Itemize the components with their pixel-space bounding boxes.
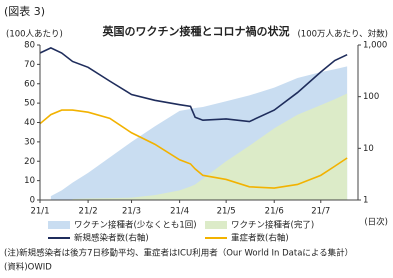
- y-tick-label: 60: [24, 79, 35, 89]
- source: (資料)OWID: [4, 262, 52, 273]
- y-tick-label: 0: [30, 196, 35, 206]
- y-tick-label: 50: [24, 99, 35, 109]
- legend-swatch: [205, 221, 227, 229]
- x-unit: (日次): [364, 217, 388, 228]
- x-tick-label: 21/2: [79, 207, 98, 217]
- figure-label: (図表 3): [4, 4, 45, 18]
- area: [72, 93, 348, 200]
- y-tick-label: 30: [24, 137, 35, 147]
- legend-label: ワクチン接種者(完了): [231, 220, 314, 231]
- line: [39, 46, 348, 123]
- y2-tick-label: 1: [363, 196, 368, 206]
- legend-label: 重症者数(右軸): [231, 233, 289, 244]
- x-tick-label: 21/4: [170, 207, 189, 217]
- x-tick-label: 21/7: [311, 207, 330, 217]
- x-tick-label: 21/1: [30, 207, 49, 217]
- y2-axis-label: (100万人あたり、対数): [297, 29, 388, 40]
- y-tick-label: 80: [24, 41, 35, 51]
- y-tick-label: 70: [24, 60, 35, 70]
- y2-tick-label: 10: [363, 144, 374, 154]
- y-tick-label: 10: [24, 176, 35, 186]
- legend-label: 新規感染者数(右軸): [74, 233, 149, 244]
- legend-swatch: [48, 221, 70, 229]
- note: (注)新規感染者は後方7日移動平均、重症者はICU利用者（Our World I…: [4, 248, 353, 259]
- line: [39, 109, 348, 189]
- x-tick-label: 21/6: [265, 207, 284, 217]
- y2-tick-label: 1,000: [363, 41, 387, 51]
- x-tick-label: 21/5: [217, 207, 236, 217]
- y-tick-label: 20: [24, 157, 35, 167]
- y2-tick-label: 100: [363, 92, 379, 102]
- x-tick-label: 21/3: [122, 207, 141, 217]
- y-tick-label: 40: [24, 118, 35, 128]
- y-axis-label: (100人あたり): [6, 30, 63, 40]
- chart-title: 英国のワクチン接種とコロナ禍の状況: [102, 24, 290, 38]
- legend-label: ワクチン接種者(少なくとも1回): [74, 220, 197, 231]
